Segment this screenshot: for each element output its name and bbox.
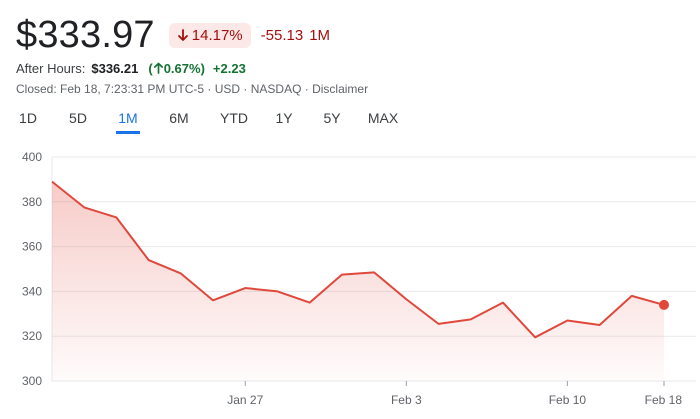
tab-1m[interactable]: 1M: [116, 108, 140, 134]
x-tick-label: Feb 10: [549, 393, 587, 407]
tab-5y[interactable]: 5Y: [323, 110, 341, 126]
y-tick-label: 300: [22, 374, 42, 388]
tab-ytd[interactable]: YTD: [220, 110, 248, 126]
after-hours-close-paren: ): [200, 61, 205, 76]
after-hours-label: After Hours:: [16, 61, 86, 76]
closed-text: Closed: Feb 18, 7:23:31 PM UTC-5 · USD ·…: [16, 82, 313, 96]
range-tabs: 1D 5D 1M 6M YTD 1Y 5Y MAX: [16, 108, 401, 134]
x-tick-label: Jan 27: [227, 393, 263, 407]
y-tick-label: 360: [22, 240, 42, 254]
price-area: [52, 181, 664, 381]
after-hours-percent: ( 0.67%): [148, 61, 205, 76]
tab-6m[interactable]: 6M: [169, 110, 189, 126]
x-tick-label: Feb 18: [645, 393, 683, 407]
closed-info: Closed: Feb 18, 7:23:31 PM UTC-5 · USD ·…: [16, 82, 368, 96]
after-hours-absolute: +2.23: [212, 61, 246, 76]
tab-1d[interactable]: 1D: [19, 110, 37, 126]
last-price-marker: [659, 299, 669, 310]
change-absolute: -55.13 1M: [261, 27, 330, 44]
tab-5d[interactable]: 5D: [69, 110, 87, 126]
tab-1y[interactable]: 1Y: [275, 110, 293, 126]
change-period: 1M: [309, 27, 331, 44]
after-hours-price: $336.21: [91, 61, 139, 76]
change-percent: 14.17%: [191, 27, 243, 44]
after-hours-percent-value: 0.67%: [163, 61, 201, 76]
x-tick-label: Feb 3: [391, 393, 422, 407]
arrow-down-icon: [177, 29, 188, 41]
y-tick-label: 380: [22, 195, 42, 209]
after-hours-open-paren: (: [148, 61, 153, 76]
current-price: $333.97: [16, 14, 155, 56]
price-line: [51, 180, 665, 339]
y-tick-label: 320: [22, 329, 42, 343]
y-tick-label: 400: [22, 150, 42, 164]
disclaimer-link[interactable]: Disclaimer: [312, 82, 369, 96]
change-absolute-value: -55.13: [260, 27, 304, 44]
arrow-up-icon: [153, 62, 163, 74]
y-tick-label: 340: [22, 284, 42, 298]
price-header: $333.97 14.17% -55.13 1M: [16, 14, 330, 57]
change-percent-badge: 14.17%: [168, 23, 251, 48]
after-hours-row: After Hours: $336.21 ( 0.67%) +2.23: [16, 61, 246, 76]
tab-max[interactable]: MAX: [367, 110, 399, 126]
